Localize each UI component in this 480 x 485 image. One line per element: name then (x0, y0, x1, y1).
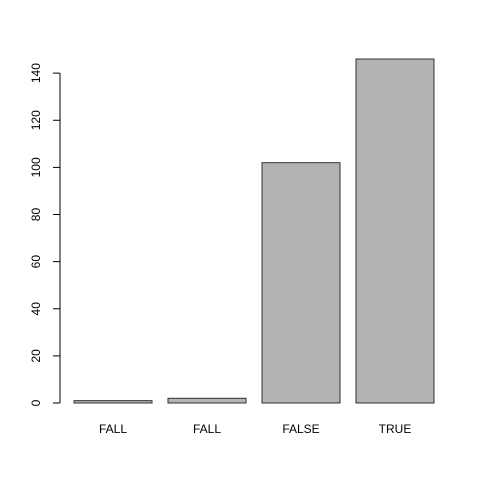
bar-0 (73, 400, 153, 404)
y-tick-label-7: 140 (29, 63, 43, 83)
x-tick-label-0: FALL (99, 422, 127, 436)
y-tick-label-0: 0 (29, 399, 43, 406)
bars-layer (73, 58, 435, 404)
y-axis: 0 20 40 60 80 100 120 140 (29, 63, 61, 406)
x-tick-label-3: TRUE (379, 422, 412, 436)
x-tick-label-1: FALL (193, 422, 221, 436)
y-tick-label-4: 80 (29, 208, 43, 222)
y-tick-label-3: 60 (29, 255, 43, 269)
y-tick-label-2: 40 (29, 302, 43, 316)
bar-2 (261, 162, 341, 404)
bar-3 (355, 58, 435, 404)
x-axis-labels: FALL FALL FALSE TRUE (99, 422, 411, 436)
bar-1 (167, 397, 247, 404)
y-tick-label-1: 20 (29, 349, 43, 363)
y-tick-label-6: 120 (29, 110, 43, 130)
x-tick-label-2: FALSE (282, 422, 319, 436)
y-tick-label-5: 100 (29, 157, 43, 177)
